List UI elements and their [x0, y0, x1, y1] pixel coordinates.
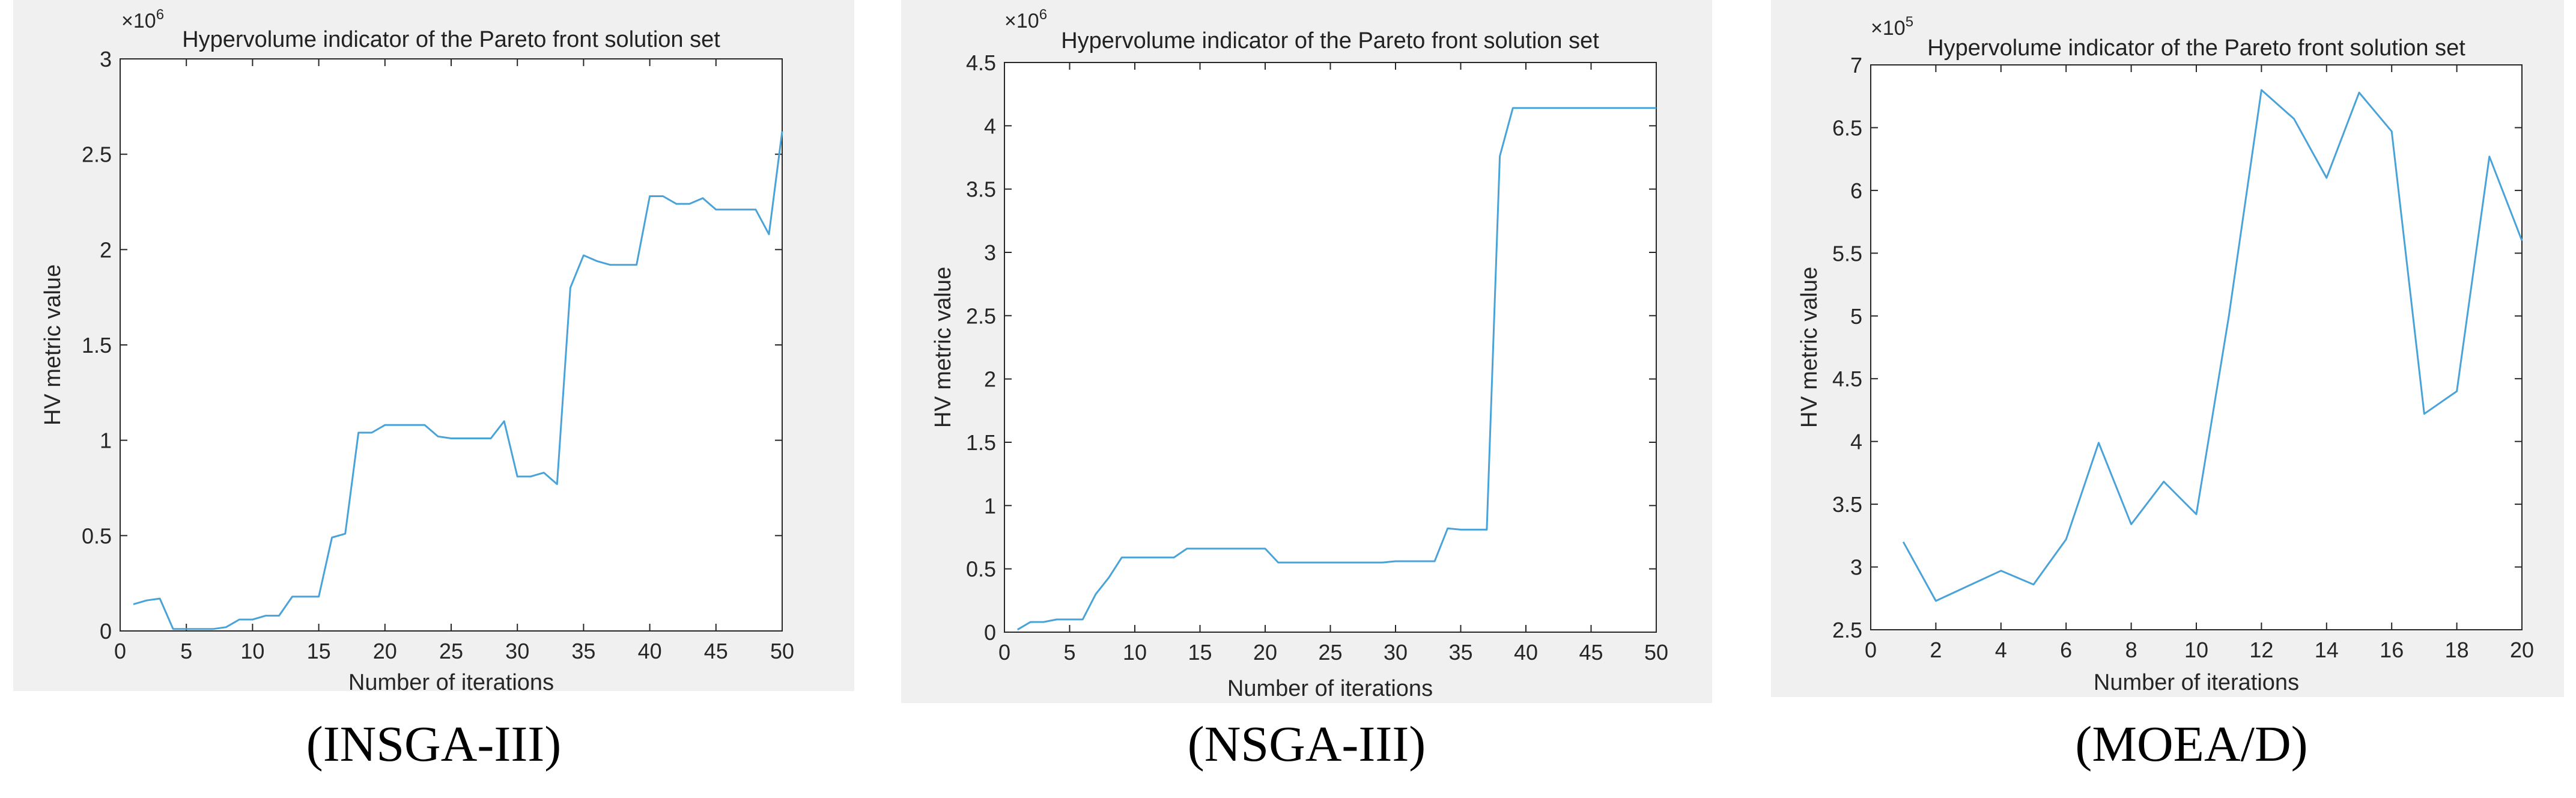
- chart-title: Hypervolume indicator of the Pareto fron…: [182, 27, 720, 52]
- y-axis-label: HV metric value: [1797, 267, 1822, 428]
- y-tick-label: 2.5: [966, 303, 996, 328]
- y-axis-label: HV metric value: [40, 264, 65, 425]
- x-tick-label: 0: [1865, 638, 1877, 662]
- chart-panel-insga-iii: Hypervolume indicator of the Pareto fron…: [13, 0, 854, 772]
- x-tick-label: 10: [1123, 640, 1147, 665]
- y-tick-label: 4.5: [966, 50, 996, 75]
- x-tick-label: 25: [1318, 640, 1342, 665]
- plot-area: [120, 58, 783, 632]
- y-tick-label: 2: [100, 237, 112, 262]
- y-tick-label: 5.5: [1832, 241, 1862, 266]
- plot-area: [1870, 64, 2523, 630]
- x-tick-label: 20: [2510, 638, 2534, 662]
- x-tick-label: 0: [114, 639, 126, 663]
- x-tick-label: 6: [2060, 638, 2072, 662]
- chart-moea-d: Hypervolume indicator of the Pareto fron…: [1771, 0, 2564, 697]
- x-tick-label: 8: [2125, 638, 2137, 662]
- y-tick-label: 5: [1850, 304, 1862, 329]
- y-tick-label: 1: [100, 428, 112, 453]
- y-tick-label: 6: [1850, 178, 1862, 203]
- y-tick-label: 0: [100, 619, 112, 644]
- x-axis-label: Number of iterations: [2094, 670, 2299, 695]
- y-tick-label: 0.5: [82, 523, 112, 548]
- y-exponent-label: ×106: [1004, 7, 1047, 32]
- y-tick-label: 3.5: [1832, 492, 1862, 517]
- x-tick-label: 45: [704, 639, 728, 663]
- y-tick-label: 0: [984, 620, 996, 645]
- chart-panel-nsga-iii: Hypervolume indicator of the Pareto fron…: [901, 0, 1742, 772]
- y-tick-label: 4.5: [1832, 367, 1862, 391]
- x-tick-label: 10: [240, 639, 264, 663]
- y-tick-label: 6.5: [1832, 115, 1862, 140]
- series-line-0: [1902, 89, 2523, 602]
- x-tick-label: 4: [1995, 638, 2007, 662]
- x-tick-label: 18: [2445, 638, 2469, 662]
- y-tick-label: 2.5: [1832, 618, 1862, 642]
- y-tick-label: 3: [100, 47, 112, 72]
- x-tick-label: 15: [1188, 640, 1212, 665]
- x-tick-label: 35: [571, 639, 595, 663]
- x-tick-label: 45: [1579, 640, 1603, 665]
- y-tick-label: 2: [984, 367, 996, 392]
- chart-caption: (INSGA-III): [306, 716, 562, 772]
- x-tick-label: 50: [770, 639, 794, 663]
- chart-nsga-iii: Hypervolume indicator of the Pareto fron…: [901, 0, 1712, 703]
- y-tick-label: 3: [1850, 555, 1862, 580]
- axis-ticks: 0 5 10 15 20 25 30 35 40 45 50 0 0.5 1 1.5 2 2.5 3: [82, 47, 794, 663]
- chart-insga-iii: Hypervolume indicator of the Pareto fron…: [13, 0, 854, 695]
- x-axis-label: Number of iterations: [348, 670, 554, 695]
- y-exponent-label: ×106: [121, 7, 164, 32]
- y-tick-label: 7: [1850, 53, 1862, 78]
- y-tick-label: 4: [1850, 430, 1862, 454]
- line-series: [1902, 89, 2523, 602]
- chart-panel-moea-d: Hypervolume indicator of the Pareto fron…: [1771, 0, 2576, 772]
- series-line-0: [1016, 107, 1656, 631]
- y-axis-label: HV metric value: [931, 267, 956, 428]
- x-tick-label: 14: [2315, 638, 2339, 662]
- y-tick-label: 3.5: [966, 177, 996, 202]
- x-tick-label: 30: [505, 639, 529, 663]
- x-axis-label: Number of iterations: [1227, 676, 1433, 701]
- x-tick-label: 40: [1514, 640, 1538, 665]
- x-tick-label: 16: [2380, 638, 2404, 662]
- axis-ticks: 0 2 4 6 8 10 12 14 16 18 20 2.5 3 3.5 4 4.5 5 5.5 6 6.5 7: [1832, 53, 2534, 662]
- x-tick-label: 40: [638, 639, 662, 663]
- y-tick-label: 1.5: [82, 333, 112, 358]
- x-tick-label: 15: [307, 639, 331, 663]
- x-tick-label: 20: [1253, 640, 1277, 665]
- line-series: [133, 131, 783, 630]
- line-series: [1016, 107, 1656, 631]
- chart-title: Hypervolume indicator of the Pareto fron…: [1061, 28, 1599, 53]
- axis-ticks: 0 5 10 15 20 25 30 35 40 45 50 0 0.5 1 1.5 2 2.5 3 3.5 4 4.5: [966, 50, 1668, 665]
- x-tick-label: 30: [1384, 640, 1408, 665]
- x-tick-label: 0: [998, 640, 1010, 665]
- chart-caption: (NSGA-III): [1187, 716, 1426, 772]
- y-tick-label: 4: [984, 114, 996, 138]
- x-tick-label: 10: [2184, 638, 2208, 662]
- y-exponent-label: ×105: [1871, 14, 1913, 40]
- chart-caption: (MOEA/D): [2075, 716, 2308, 772]
- x-tick-label: 12: [2249, 638, 2273, 662]
- x-tick-label: 5: [180, 639, 192, 663]
- x-tick-label: 35: [1448, 640, 1472, 665]
- x-tick-label: 25: [439, 639, 463, 663]
- x-tick-label: 5: [1063, 640, 1075, 665]
- y-tick-label: 2.5: [82, 142, 112, 167]
- plot-area: [1004, 62, 1657, 633]
- series-line-0: [133, 131, 783, 630]
- chart-title: Hypervolume indicator of the Pareto fron…: [1927, 35, 2465, 61]
- y-tick-label: 3: [984, 240, 996, 265]
- x-tick-label: 20: [373, 639, 397, 663]
- y-tick-label: 0.5: [966, 557, 996, 582]
- y-tick-label: 1: [984, 493, 996, 518]
- x-tick-label: 50: [1644, 640, 1668, 665]
- x-tick-label: 2: [1930, 638, 1942, 662]
- y-tick-label: 1.5: [966, 430, 996, 455]
